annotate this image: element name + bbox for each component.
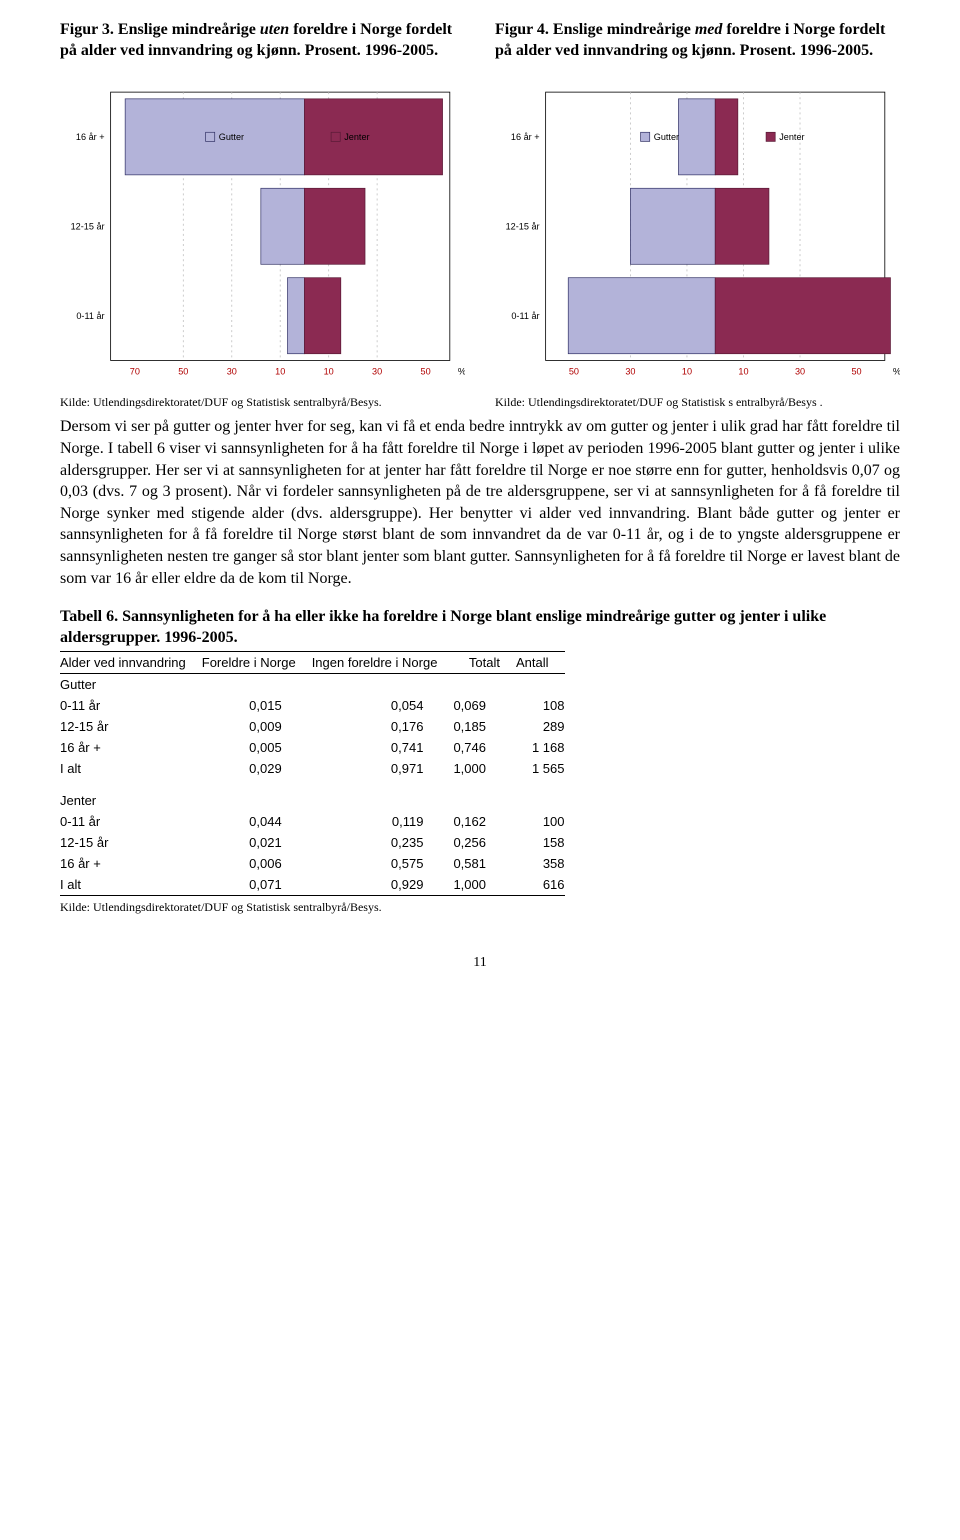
table-col-header: Totalt [453, 651, 516, 673]
table-cell: 1,000 [453, 874, 516, 896]
table-cell: 0,044 [202, 811, 312, 832]
fig3-em: uten [260, 21, 289, 38]
table-cell: 0,581 [453, 853, 516, 874]
table-cell: 1 168 [516, 737, 565, 758]
svg-text:50: 50 [421, 366, 431, 376]
table-cell: 1 565 [516, 758, 565, 779]
table-group-label: Gutter [60, 673, 565, 695]
body-paragraph: Dersom vi ser på gutter og jenter hver f… [60, 416, 900, 589]
svg-text:50: 50 [851, 366, 861, 376]
fig3-prefix: Figur 3. Enslige mindreårige [60, 21, 260, 38]
table-col-header: Alder ved innvandring [60, 651, 202, 673]
table-col-header: Antall [516, 651, 565, 673]
figure3-source: Kilde: Utlendingsdirektoratet/DUF og Sta… [60, 395, 465, 410]
svg-text:16 år +: 16 år + [76, 131, 105, 141]
table-cell: 0,235 [312, 832, 454, 853]
table-cell: 0,741 [312, 737, 454, 758]
svg-text:10: 10 [324, 366, 334, 376]
table-col-header: Foreldre i Norge [202, 651, 312, 673]
table-cell: 0-11 år [60, 811, 202, 832]
page-number: 11 [60, 955, 900, 971]
table-cell: 108 [516, 695, 565, 716]
svg-text:%: % [458, 366, 465, 376]
table-cell: 289 [516, 716, 565, 737]
table-group-label: Jenter [60, 779, 565, 811]
svg-text:%: % [893, 366, 900, 376]
svg-text:Gutter: Gutter [219, 131, 244, 141]
svg-text:Jenter: Jenter [344, 131, 369, 141]
svg-text:30: 30 [372, 366, 382, 376]
table-cell: 16 år + [60, 737, 202, 758]
table-cell: 0,005 [202, 737, 312, 758]
figure4-source: Kilde: Utlendingsdirektoratet/DUF og Sta… [495, 395, 900, 410]
table-cell: 0-11 år [60, 695, 202, 716]
svg-text:50: 50 [178, 366, 188, 376]
table-cell: 0,006 [202, 853, 312, 874]
table-cell: 12-15 år [60, 716, 202, 737]
svg-text:10: 10 [738, 366, 748, 376]
table-cell: 0,575 [312, 853, 454, 874]
svg-text:0-11 år: 0-11 år [76, 310, 104, 320]
table-cell: I alt [60, 758, 202, 779]
table-cell: 0,256 [453, 832, 516, 853]
svg-text:12-15 år: 12-15 år [506, 221, 540, 231]
svg-text:30: 30 [795, 366, 805, 376]
svg-text:Jenter: Jenter [779, 131, 804, 141]
svg-text:12-15 år: 12-15 år [71, 221, 105, 231]
svg-text:30: 30 [227, 366, 237, 376]
table-cell: 0,021 [202, 832, 312, 853]
table-cell: 0,054 [312, 695, 454, 716]
table-cell: 0,029 [202, 758, 312, 779]
svg-text:10: 10 [275, 366, 285, 376]
fig4-em: med [695, 21, 723, 38]
figure3-chart: 70 50 30 10 10 30 50% 16 år + 12-15 år 0-11 år Gut… [60, 82, 465, 386]
table-cell: 0,971 [312, 758, 454, 779]
table-cell: 0,746 [453, 737, 516, 758]
figure4-title: Figur 4. Enslige mindreårige med foreldr… [495, 20, 900, 62]
table-row: 0-11 år0,0440,1190,162100 [60, 811, 565, 832]
fig4-prefix: Figur 4. Enslige mindreårige [495, 21, 695, 38]
svg-text:50: 50 [569, 366, 579, 376]
table-cell: 16 år + [60, 853, 202, 874]
table-row: 12-15 år0,0210,2350,256158 [60, 832, 565, 853]
sources-row: Kilde: Utlendingsdirektoratet/DUF og Sta… [60, 395, 900, 410]
table-cell: 0,162 [453, 811, 516, 832]
table-cell: 100 [516, 811, 565, 832]
svg-text:70: 70 [130, 366, 140, 376]
figure-titles-row: Figur 3. Enslige mindreårige uten foreld… [60, 20, 900, 62]
table-cell: 0,929 [312, 874, 454, 896]
table-cell: 1,000 [453, 758, 516, 779]
table-row: I alt0,0290,9711,0001 565 [60, 758, 565, 779]
svg-text:16 år +: 16 år + [511, 131, 540, 141]
table-col-header: Ingen foreldre i Norge [312, 651, 454, 673]
table6-title: Tabell 6. Sannsynligheten for å ha eller… [60, 607, 900, 649]
table-cell: 616 [516, 874, 565, 896]
table6: Alder ved innvandringForeldre i NorgeIng… [60, 651, 565, 896]
table-row: 0-11 år0,0150,0540,069108 [60, 695, 565, 716]
table-row: 16 år +0,0060,5750,581358 [60, 853, 565, 874]
table-cell: 0,071 [202, 874, 312, 896]
table-row: 16 år +0,0050,7410,7461 168 [60, 737, 565, 758]
svg-text:30: 30 [625, 366, 635, 376]
charts-row: 70 50 30 10 10 30 50% 16 år + 12-15 år 0-11 år Gut… [60, 82, 900, 386]
table-row: I alt0,0710,9291,000616 [60, 874, 565, 896]
table6-source: Kilde: Utlendingsdirektoratet/DUF og Sta… [60, 900, 900, 915]
table-row: 12-15 år0,0090,1760,185289 [60, 716, 565, 737]
table-cell: 358 [516, 853, 565, 874]
table-cell: 0,176 [312, 716, 454, 737]
table-cell: 0,185 [453, 716, 516, 737]
table-cell: 158 [516, 832, 565, 853]
svg-text:0-11 år: 0-11 år [511, 310, 539, 320]
table-cell: 0,119 [312, 811, 454, 832]
table-cell: 0,015 [202, 695, 312, 716]
table-cell: 0,009 [202, 716, 312, 737]
table-cell: 0,069 [453, 695, 516, 716]
table-cell: I alt [60, 874, 202, 896]
svg-text:Gutter: Gutter [654, 131, 679, 141]
figure3-title: Figur 3. Enslige mindreårige uten foreld… [60, 20, 465, 62]
table-cell: 12-15 år [60, 832, 202, 853]
figure4-chart: 50 30 10 10 30 50% 16 år + 12-15 år 0-11 år Gutte… [495, 82, 900, 386]
svg-text:10: 10 [682, 366, 692, 376]
